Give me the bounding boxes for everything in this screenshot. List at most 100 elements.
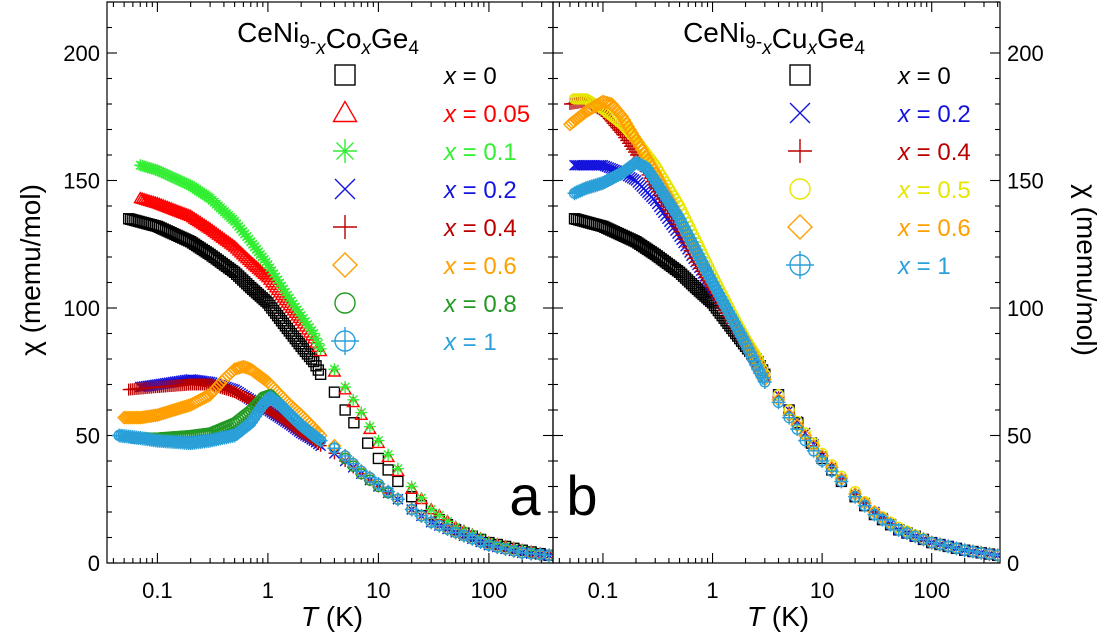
x-ticks xyxy=(558,2,999,563)
data-point xyxy=(307,327,320,340)
data-point xyxy=(160,200,175,213)
data-point xyxy=(414,508,429,523)
y-tick-label: 150 xyxy=(1007,169,1044,194)
data-point xyxy=(202,247,214,259)
data-point xyxy=(824,464,839,479)
data-point xyxy=(615,109,630,124)
data-point xyxy=(152,197,167,210)
data-point xyxy=(371,435,386,449)
y-ticks xyxy=(553,1,1000,564)
data-point xyxy=(267,267,280,280)
data-point xyxy=(271,273,284,286)
data-point xyxy=(230,268,243,280)
data-point xyxy=(269,270,282,283)
data-point xyxy=(371,476,386,491)
legend-marker xyxy=(789,178,811,200)
x-tick-label: 1 xyxy=(262,578,274,603)
y-tick-label: 100 xyxy=(63,296,100,321)
data-point xyxy=(165,170,178,183)
data-point xyxy=(390,492,405,507)
data-point xyxy=(328,386,341,398)
legend-label: x = 0.1 xyxy=(443,139,517,166)
data-point xyxy=(599,160,611,172)
data-point xyxy=(328,363,341,376)
data-point xyxy=(481,538,496,553)
panel-title: CeNi9-xCuxGe4 xyxy=(683,17,865,59)
data-point xyxy=(172,174,185,187)
data-point xyxy=(627,129,641,144)
data-point xyxy=(673,266,686,278)
data-region xyxy=(112,159,553,563)
data-point xyxy=(237,274,249,286)
data-point xyxy=(597,159,609,171)
axis-labels: χ (memu/mol) χ (memu/mol) T (K) T (K) xyxy=(15,184,1102,632)
data-point xyxy=(311,431,326,446)
data-point xyxy=(232,270,245,282)
data-point xyxy=(178,176,191,189)
data-point xyxy=(354,407,369,421)
data-point xyxy=(381,450,396,463)
data-point xyxy=(314,368,327,380)
data-point xyxy=(425,503,438,516)
data-point xyxy=(875,512,890,527)
data-point xyxy=(848,489,863,504)
data-point xyxy=(162,200,177,213)
legend: x = 0 x = 0.05 x = 0.1 x = 0.2 x = 0.4 x = 0.… xyxy=(331,63,530,356)
legend-marker xyxy=(786,251,814,279)
data-point xyxy=(600,95,615,110)
data-point xyxy=(630,136,645,151)
legend-marker xyxy=(787,214,813,240)
data-point xyxy=(173,205,188,218)
data-point xyxy=(158,199,173,212)
legend-label: x = 0.05 xyxy=(443,101,530,128)
data-point xyxy=(932,537,947,552)
y-tick-label: 0 xyxy=(1007,551,1019,576)
legend-marker xyxy=(333,139,357,163)
data-point xyxy=(634,142,649,157)
data-point xyxy=(164,201,179,214)
data-point xyxy=(312,337,325,350)
data-point xyxy=(339,404,351,416)
data-point xyxy=(347,393,360,406)
data-point xyxy=(175,206,190,219)
data-point xyxy=(234,360,249,375)
y-tick-label: 200 xyxy=(1007,41,1044,66)
legend-label: x = 0 xyxy=(443,63,497,90)
data-point xyxy=(675,268,688,280)
data-point xyxy=(625,126,640,141)
data-point xyxy=(228,266,241,278)
data-point xyxy=(441,515,454,528)
data-point xyxy=(339,381,352,394)
data-point xyxy=(757,374,772,389)
data-point xyxy=(603,162,615,173)
data-point xyxy=(617,113,632,128)
data-point xyxy=(806,443,821,458)
data-point xyxy=(362,421,377,435)
data-point xyxy=(490,540,505,555)
data-point xyxy=(156,198,171,211)
data-point xyxy=(391,462,404,475)
legend-label: x = 0.2 xyxy=(897,101,971,128)
data-point xyxy=(815,454,830,468)
data-point xyxy=(982,547,997,562)
data-point xyxy=(542,548,553,563)
y-tick-label: 150 xyxy=(63,169,100,194)
data-point xyxy=(628,132,643,147)
x-tick-label: 100 xyxy=(913,578,950,603)
data-point xyxy=(175,400,190,415)
data-point xyxy=(771,395,786,410)
legend-marker xyxy=(789,102,811,124)
x-tick-label: 1 xyxy=(706,578,718,603)
panel-letter: a xyxy=(509,464,541,527)
data-point xyxy=(647,247,660,259)
data-point xyxy=(798,433,813,448)
data-point xyxy=(381,484,396,499)
series-crosshair xyxy=(112,390,553,563)
legend-marker xyxy=(788,139,812,163)
data-point xyxy=(177,206,192,219)
x-tick-label: 10 xyxy=(366,578,390,603)
data-point xyxy=(632,139,647,154)
data-point xyxy=(260,295,272,307)
data-point xyxy=(157,167,170,179)
